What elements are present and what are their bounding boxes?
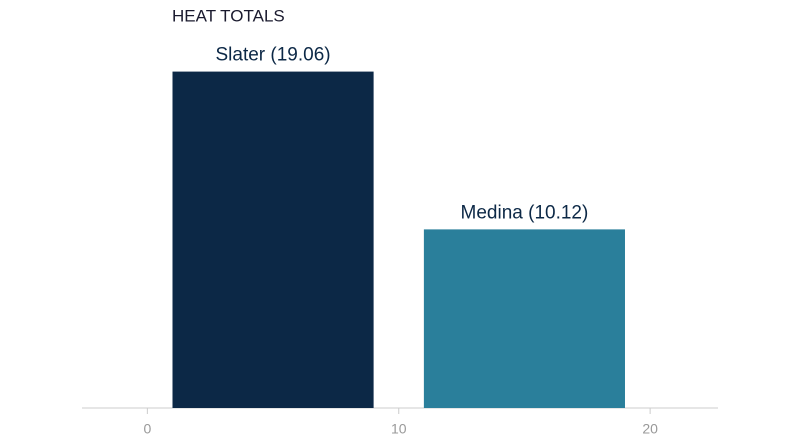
x-tick-label: 20 <box>642 421 658 437</box>
chart-title: HEAT TOTALS <box>172 6 285 25</box>
x-tick-label: 0 <box>143 421 151 437</box>
x-tick-label: 10 <box>391 421 407 437</box>
bar-label: Medina (10.12) <box>461 202 589 223</box>
bar <box>423 229 625 408</box>
bar <box>172 71 374 408</box>
bar-label: Slater (19.06) <box>215 45 330 66</box>
